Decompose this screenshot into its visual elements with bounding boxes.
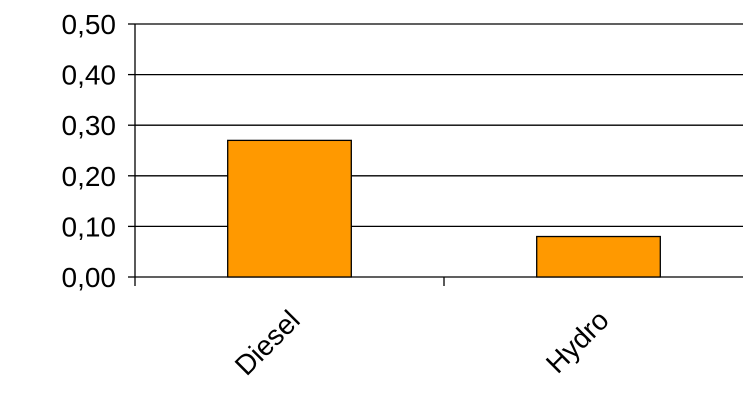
y-tick-label: 0,50 [62,9,117,40]
bar [227,139,352,278]
x-tick-label: Hydro [540,304,615,379]
y-tick-label: 0,10 [62,211,117,242]
y-tick-label: 0,20 [62,161,117,192]
bar [536,235,661,278]
y-tick-label: 0,00 [62,262,117,293]
y-tick-label: 0,40 [62,60,117,91]
y-tick-label: 0,30 [62,110,117,141]
x-tick-label: Diesel [229,304,306,381]
